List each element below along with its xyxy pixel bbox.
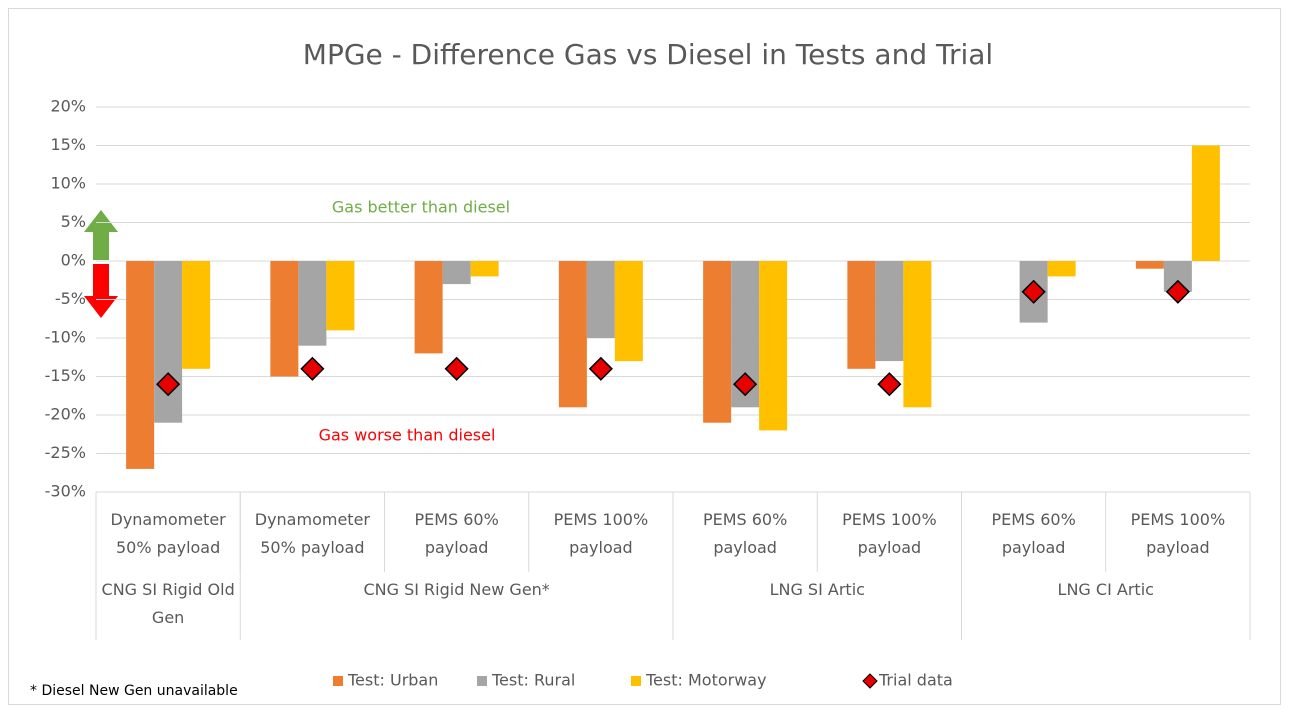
y-tick-label: -30% xyxy=(45,482,86,501)
group-label: LNG CI Artic xyxy=(1057,580,1154,599)
x-tick-label-box: PEMS 60% payload xyxy=(414,510,499,557)
bar xyxy=(875,261,904,362)
bar xyxy=(442,261,471,285)
group-label-box: CNG SI Rigid New Gen* xyxy=(363,580,550,599)
x-tick-label: PEMS 100% payload xyxy=(553,510,649,557)
bar xyxy=(182,261,211,369)
legend-swatch xyxy=(631,676,641,686)
trial-marker xyxy=(733,372,758,397)
y-tick-label: 5% xyxy=(61,212,86,231)
bar xyxy=(154,261,183,423)
chart-border xyxy=(8,8,1281,705)
legend-swatch xyxy=(477,676,487,686)
legend-label: Test: Urban xyxy=(347,671,438,690)
trial-marker xyxy=(1165,279,1190,304)
group-label-box: LNG CI Artic xyxy=(1057,580,1154,599)
group-label-box: LNG SI Artic xyxy=(769,580,865,599)
legend-marker xyxy=(862,673,878,689)
bar xyxy=(270,261,299,377)
annotation: Gas worse than diesel xyxy=(319,426,496,445)
trial-marker xyxy=(444,356,469,381)
x-tick-label-box: PEMS 100% payload xyxy=(1130,510,1226,557)
trial-marker xyxy=(877,372,902,397)
x-tick-label: PEMS 100% payload xyxy=(1130,510,1226,557)
group-label: LNG SI Artic xyxy=(769,580,865,599)
trial-marker xyxy=(156,372,181,397)
y-tick-label: -15% xyxy=(45,366,86,385)
x-tick-label-box: Dynamometer 50% payload xyxy=(110,510,226,557)
x-tick-label: Dynamometer 50% payload xyxy=(110,510,226,557)
bar xyxy=(703,261,732,423)
y-tick-label: 0% xyxy=(61,251,86,270)
y-tick-label: -20% xyxy=(45,405,86,424)
chart-title: MPGe - Difference Gas vs Diesel in Tests… xyxy=(303,38,993,71)
trial-marker xyxy=(588,356,613,381)
legend-label: Test: Motorway xyxy=(645,671,767,690)
bar xyxy=(1135,261,1164,269)
legend-label: Trial data xyxy=(878,671,953,690)
bar xyxy=(558,261,587,408)
annotation: Gas better than diesel xyxy=(332,198,510,217)
group-label: CNG SI Rigid New Gen* xyxy=(363,580,550,599)
x-tick-label-box: PEMS 100% payload xyxy=(553,510,649,557)
legend-swatch xyxy=(333,676,343,686)
y-tick-label: 15% xyxy=(50,135,86,154)
x-tick-label-box: PEMS 60% payload xyxy=(991,510,1076,557)
group-label-box: CNG SI Rigid Old Gen xyxy=(101,580,235,627)
x-tick-label-box: Dynamometer 50% payload xyxy=(254,510,370,557)
group-label: CNG SI Rigid Old Gen xyxy=(101,580,235,627)
y-tick-label: 10% xyxy=(50,174,86,193)
legend-label: Test: Rural xyxy=(491,671,575,690)
x-tick-label-box: PEMS 100% payload xyxy=(842,510,937,557)
bar xyxy=(470,261,499,277)
bar xyxy=(414,261,443,354)
bar xyxy=(614,261,643,362)
bar xyxy=(326,261,355,331)
bar xyxy=(759,261,788,431)
x-tick-label: Dynamometer 50% payload xyxy=(254,510,370,557)
down-arrow xyxy=(84,264,118,318)
x-tick-label: PEMS 100% payload xyxy=(842,510,937,557)
x-tick-label: PEMS 60% payload xyxy=(414,510,499,557)
footnote: * Diesel New Gen unavailable xyxy=(30,683,238,699)
bar xyxy=(847,261,876,369)
y-tick-label: -25% xyxy=(45,443,86,462)
y-tick-label: -10% xyxy=(45,328,86,347)
bar xyxy=(586,261,615,338)
x-tick-label: PEMS 60% payload xyxy=(991,510,1076,557)
bar xyxy=(298,261,327,346)
y-tick-label: -5% xyxy=(55,289,86,308)
bar xyxy=(903,261,932,408)
bar xyxy=(1047,261,1076,277)
y-tick-label: 20% xyxy=(50,97,86,116)
x-tick-label-box: PEMS 60% payload xyxy=(702,510,788,557)
trial-marker xyxy=(300,356,325,381)
x-tick-label: PEMS 60% payload xyxy=(702,510,788,557)
trial-marker xyxy=(1021,279,1046,304)
bar xyxy=(1191,145,1220,261)
bar xyxy=(126,261,155,469)
